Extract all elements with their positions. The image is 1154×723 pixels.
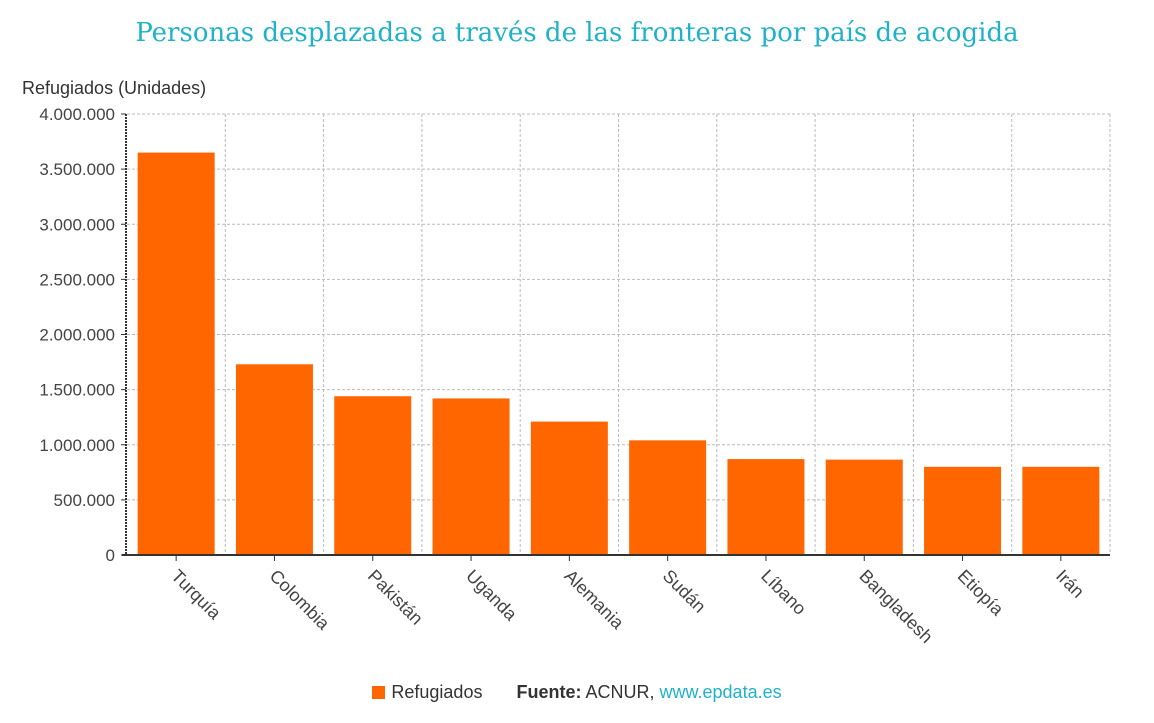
bar (727, 459, 805, 555)
y-tick-label: 3.500.000 (39, 160, 115, 179)
y-tick-label: 2.000.000 (39, 326, 115, 345)
x-tick-label: Colombia (266, 566, 335, 635)
bar (530, 421, 608, 555)
bar (334, 396, 412, 555)
bar (137, 152, 215, 555)
x-tick-label: Uganda (462, 566, 521, 625)
bars (137, 152, 1100, 555)
legend-swatch (372, 686, 386, 699)
y-axis-label: Refugiados (Unidades) (22, 78, 206, 98)
y-tick-label: 0 (106, 546, 115, 565)
bar-chart: 0 500.000 1.000.000 1.500.000 2.000.000 2.500… (22, 78, 1111, 647)
x-tick-label: Bangladesh (855, 566, 936, 647)
chart-footer: Refugiados Fuente: ACNUR, www.epdata.es (0, 682, 1154, 703)
bar (432, 398, 510, 555)
bar (629, 440, 707, 555)
grid-lines (127, 113, 1111, 555)
x-tick-labels: Turquía Colombia Pakistán Uganda Alemania Sud… (167, 555, 1088, 647)
x-tick-label: Etiopía (954, 566, 1008, 620)
x-tick-label: Pakistán (364, 566, 427, 629)
y-tick-label: 1.500.000 (39, 381, 115, 400)
y-tick-label: 4.000.000 (39, 105, 115, 124)
x-tick-label: Irán (1052, 566, 1088, 602)
y-tick-label: 3.000.000 (39, 215, 115, 234)
y-tick-label: 1.000.000 (39, 436, 115, 455)
chart-title: Personas desplazadas a través de las fro… (135, 18, 1019, 48)
bar (1022, 466, 1100, 555)
bar (825, 459, 903, 555)
x-tick-label: Turquía (167, 566, 225, 624)
y-tick-label: 500.000 (54, 491, 115, 510)
source-text: ACNUR, (585, 682, 655, 702)
y-tick-label: 2.500.000 (39, 270, 115, 289)
bar (924, 466, 1002, 555)
legend-label: Refugiados (391, 682, 483, 702)
y-tick-labels: 0 500.000 1.000.000 1.500.000 2.000.000 2.500… (39, 105, 126, 565)
x-tick-label: Sudán (659, 566, 710, 617)
x-tick-label: Alemania (561, 566, 629, 634)
x-tick-label: Líbano (757, 566, 810, 619)
bar (235, 364, 313, 555)
source-label: Fuente: (516, 682, 582, 702)
source-link[interactable]: www.epdata.es (659, 682, 782, 702)
